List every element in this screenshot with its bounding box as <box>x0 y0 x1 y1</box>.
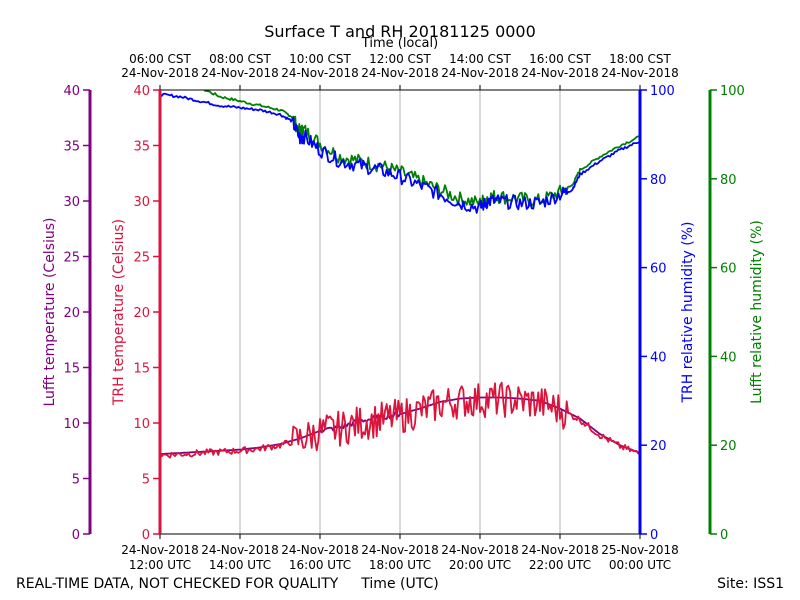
x-tick-label-time: 00:00 UTC <box>609 558 671 572</box>
axis-lufft-temp: 0 5 10 15 20 25 30 35 40 <box>63 84 92 543</box>
site-label: Site: ISS1 <box>717 576 784 592</box>
x-tick-label-date: 24-Nov-2018 <box>281 543 359 557</box>
axis-tick-label: 100 <box>720 84 745 99</box>
x-tick-label-time: 20:00 UTC <box>449 558 511 572</box>
x-tick-label-date: 25-Nov-2018 <box>601 543 679 557</box>
top-tick-label-date: 24-Nov-2018 <box>601 66 679 80</box>
axis-tick-label: 0 <box>72 528 80 543</box>
top-tick-label-time: 06:00 CST <box>129 52 191 66</box>
axis-tick-label: 20 <box>133 306 150 321</box>
axis-lufft-rh: 0 20 40 60 80 100 <box>708 84 745 543</box>
axis-tick-label: 40 <box>133 84 150 99</box>
axis-tick-label: 40 <box>720 350 737 365</box>
lufft-temp-axis-title: Lufft temperature (Celsius) <box>42 217 58 406</box>
x-tick-label-date: 24-Nov-2018 <box>121 543 199 557</box>
chart-title: Surface T and RH 20181125 0000 <box>264 22 536 41</box>
top-tick-label-time: 12:00 CST <box>369 52 431 66</box>
axis-tick-label: 20 <box>63 306 80 321</box>
x-tick-label-time: 18:00 UTC <box>369 558 431 572</box>
top-tick-label-time: 16:00 CST <box>529 52 591 66</box>
axis-tick-label: 40 <box>63 84 80 99</box>
axis-trh-rh: 0 20 40 60 80 100 <box>638 84 675 543</box>
x-tick-label-time: 16:00 UTC <box>289 558 351 572</box>
axis-tick-label: 80 <box>650 173 667 188</box>
top-tick-label-date: 24-Nov-2018 <box>441 66 519 80</box>
axis-tick-label: 25 <box>63 251 80 266</box>
axis-tick-label: 10 <box>63 417 80 432</box>
axis-tick-label: 0 <box>650 528 658 543</box>
top-tick-label-time: 10:00 CST <box>289 52 351 66</box>
trh-temp-axis-title: TRH temperature (Celsius) <box>111 219 127 406</box>
top-tick-label-date: 24-Nov-2018 <box>361 66 439 80</box>
axis-tick-label: 35 <box>63 140 80 155</box>
axis-tick-label: 5 <box>72 473 80 488</box>
axis-tick-label: 0 <box>142 528 150 543</box>
axis-tick-label: 60 <box>720 262 737 277</box>
top-tick-label-time: 18:00 CST <box>609 52 671 66</box>
axis-tick-label: 20 <box>650 439 667 454</box>
top-tick-label-date: 24-Nov-2018 <box>121 66 199 80</box>
x-tick-label-time: 12:00 UTC <box>129 558 191 572</box>
trh-rh-axis-title: TRH relative humidity (%) <box>680 221 696 403</box>
axis-tick-label: 80 <box>720 173 737 188</box>
axis-tick-label: 20 <box>720 439 737 454</box>
axis-tick-label: 25 <box>133 251 150 266</box>
x-tick-label-date: 24-Nov-2018 <box>361 543 439 557</box>
top-tick-label-date: 24-Nov-2018 <box>281 66 359 80</box>
axis-tick-label: 15 <box>63 362 80 377</box>
x-tick-label-date: 24-Nov-2018 <box>201 543 279 557</box>
plot-series <box>160 90 640 459</box>
axis-tick-label: 35 <box>133 140 150 155</box>
axis-tick-label: 40 <box>650 350 667 365</box>
axis-tick-label: 10 <box>133 417 150 432</box>
x-tick-label-date: 24-Nov-2018 <box>521 543 599 557</box>
lufft-rh-axis-title: Lufft relative humidity (%) <box>749 220 765 404</box>
axis-tick-label: 60 <box>650 262 667 277</box>
axes: 0 5 10 15 20 25 30 35 40 0 5 10 15 20 25 30 35 40 0 20 40 60 8… <box>63 84 744 543</box>
x-tick-label-time: 14:00 UTC <box>209 558 271 572</box>
top-tick-label-date: 24-Nov-2018 <box>521 66 599 80</box>
quality-note: REAL-TIME DATA, NOT CHECKED FOR QUALITY <box>16 576 339 592</box>
x-tick-label-time: 22:00 UTC <box>529 558 591 572</box>
x-tick-label-date: 24-Nov-2018 <box>441 543 519 557</box>
top-axis-title: Time (local) <box>361 36 438 51</box>
series-line-trh-rh <box>160 92 640 214</box>
top-tick-label-date: 24-Nov-2018 <box>201 66 279 80</box>
axis-tick-label: 15 <box>133 362 150 377</box>
axis-trh-temp: 0 5 10 15 20 25 30 35 40 <box>133 84 162 543</box>
axis-tick-label: 0 <box>720 528 728 543</box>
series-line-trh-temp <box>160 381 640 459</box>
axis-tick-label: 100 <box>650 84 675 99</box>
vertical-gridlines <box>239 90 561 534</box>
axis-tick-label: 30 <box>133 195 150 210</box>
axis-tick-label: 30 <box>63 195 80 210</box>
bottom-axis-title: Time (UTC) <box>360 576 438 592</box>
top-tick-label-time: 14:00 CST <box>449 52 511 66</box>
axis-tick-label: 5 <box>142 473 150 488</box>
top-tick-label-time: 08:00 CST <box>209 52 271 66</box>
